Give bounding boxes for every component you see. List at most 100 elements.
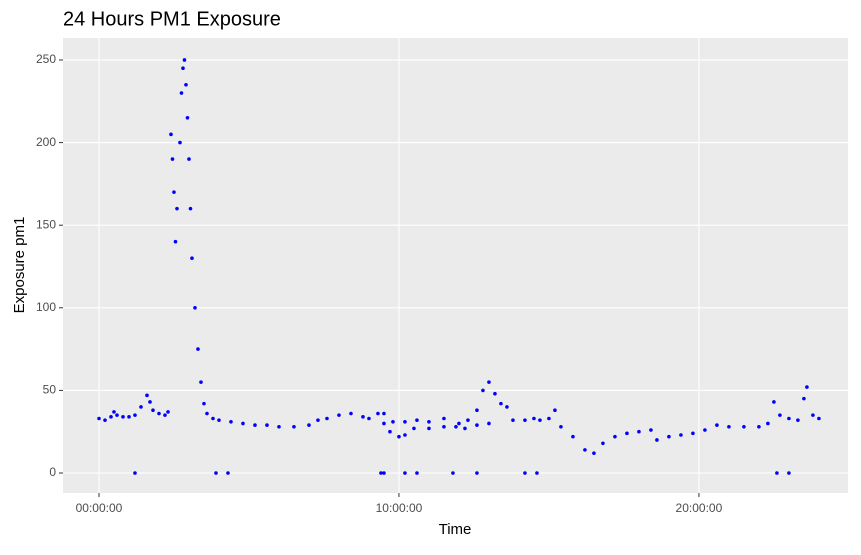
point: [415, 418, 419, 422]
point: [742, 424, 746, 429]
point: [499, 401, 503, 406]
point: [412, 426, 416, 431]
x-tick-label: 10:00:00: [376, 501, 423, 515]
point: [163, 413, 167, 417]
point: [475, 471, 479, 475]
point: [772, 400, 776, 404]
point: [349, 411, 353, 416]
point: [185, 115, 190, 120]
panel: [63, 38, 848, 493]
point: [196, 347, 200, 351]
point: [403, 433, 407, 437]
point: [382, 471, 386, 475]
point: [337, 413, 341, 417]
point: [442, 424, 446, 429]
point: [817, 416, 821, 421]
point: [265, 423, 269, 427]
point: [523, 418, 527, 422]
point: [553, 408, 557, 413]
point: [182, 58, 187, 62]
point: [451, 471, 455, 475]
point: [388, 429, 392, 434]
point: [766, 421, 770, 426]
point: [775, 471, 779, 475]
point: [427, 419, 431, 424]
point: [145, 393, 149, 398]
point: [538, 418, 542, 422]
point: [802, 396, 806, 401]
point: [601, 441, 605, 446]
point: [292, 424, 296, 429]
point: [811, 413, 815, 417]
point: [613, 434, 617, 439]
x-axis-label: Time: [439, 521, 472, 538]
point: [487, 421, 491, 426]
point: [379, 471, 383, 475]
point: [487, 380, 491, 384]
point: [226, 471, 230, 475]
point: [703, 428, 707, 432]
point: [391, 419, 395, 424]
y-tick-label: 150: [36, 217, 56, 231]
point: [532, 416, 536, 421]
point: [277, 424, 281, 429]
point: [466, 418, 470, 422]
point: [625, 431, 629, 436]
point: [127, 415, 131, 419]
point: [778, 413, 782, 417]
point: [592, 451, 596, 455]
y-axis-label: Exposure pm1: [11, 217, 28, 314]
point: [172, 190, 176, 194]
point: [133, 471, 137, 475]
point: [211, 416, 215, 421]
point: [184, 82, 188, 87]
y-tick-label: 0: [49, 465, 56, 479]
point: [691, 431, 695, 436]
point: [649, 428, 653, 432]
x-tick-label: 20:00:00: [676, 501, 723, 515]
y-tick-label: 200: [36, 135, 56, 149]
point: [139, 405, 143, 409]
point: [637, 429, 641, 434]
point: [157, 411, 161, 416]
point: [103, 418, 107, 422]
y-tick-label: 250: [36, 52, 56, 66]
y-tick-label: 100: [36, 300, 56, 314]
point: [403, 471, 407, 475]
point: [115, 413, 119, 417]
x-tick-label: 00:00:00: [76, 501, 123, 515]
point: [325, 416, 329, 421]
point: [382, 411, 386, 416]
point: [166, 410, 170, 414]
point: [727, 424, 731, 429]
point: [214, 471, 218, 475]
point: [511, 418, 515, 422]
point: [205, 411, 209, 416]
point: [523, 471, 527, 475]
point: [535, 471, 539, 475]
point: [382, 421, 386, 426]
point: [112, 410, 116, 414]
point: [97, 416, 101, 421]
point: [109, 415, 113, 419]
point: [655, 438, 659, 442]
point: [397, 434, 401, 439]
point: [493, 391, 497, 396]
point: [148, 400, 152, 404]
point: [187, 157, 191, 161]
point: [361, 415, 365, 419]
point: [475, 423, 479, 427]
point: [505, 405, 509, 409]
point: [307, 423, 311, 427]
point: [547, 416, 551, 421]
point: [181, 66, 185, 71]
point: [217, 418, 221, 422]
y-tick-label: 50: [43, 383, 57, 397]
point: [403, 419, 407, 424]
point: [367, 416, 371, 421]
point: [253, 423, 257, 427]
point: [173, 239, 178, 244]
point: [757, 424, 761, 429]
point: [133, 413, 137, 417]
